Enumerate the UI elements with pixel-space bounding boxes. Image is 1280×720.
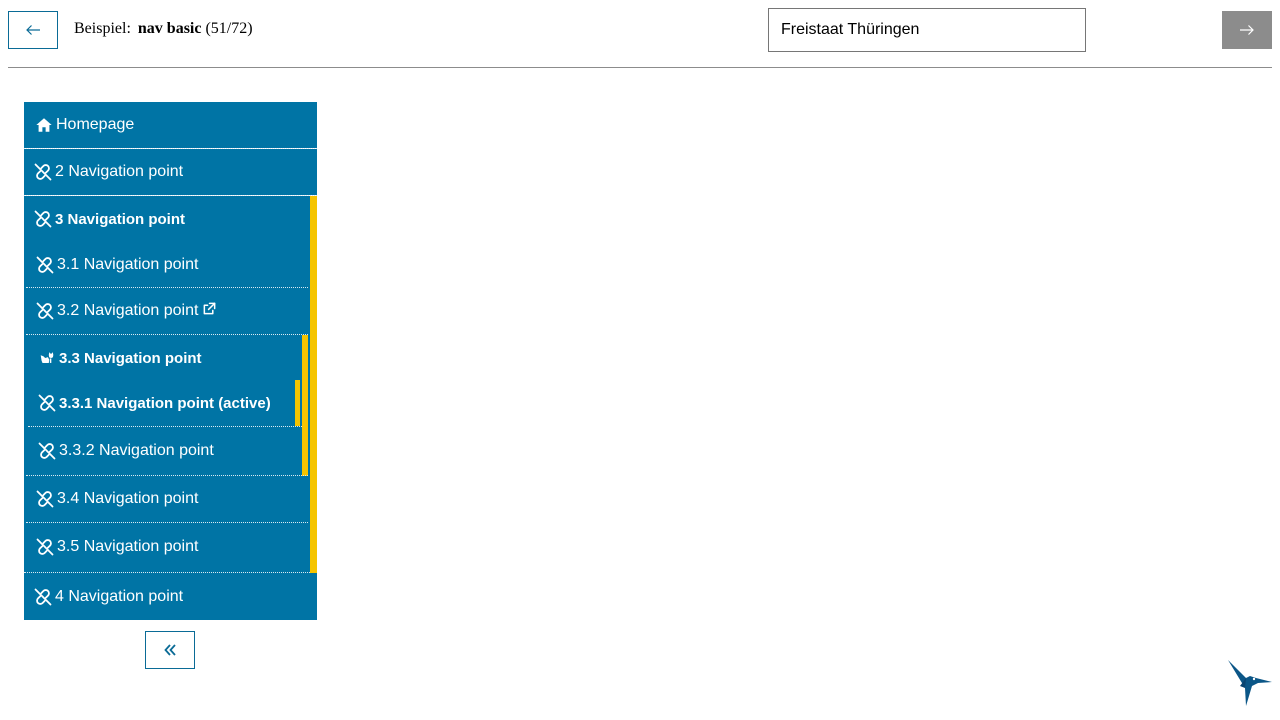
link-slash-icon	[33, 209, 53, 229]
link-slash-icon	[33, 587, 53, 607]
nav-item-4[interactable]: 4 Navigation point	[24, 573, 317, 620]
nav-item-3-4[interactable]: 3.4 Navigation point	[26, 476, 308, 522]
collapse-navigation-button[interactable]	[145, 631, 195, 669]
external-link-icon	[202, 307, 217, 316]
nav-item-3[interactable]: 3 Navigation point	[24, 196, 310, 242]
nav-separator	[26, 287, 308, 288]
nav-separator	[24, 148, 317, 149]
double-chevron-left-icon	[162, 643, 178, 657]
example-count: (51/72)	[205, 20, 253, 37]
nav-item-3-3[interactable]: 3.3 Navigation point	[28, 335, 302, 381]
nav-item-label: 3.2 Navigation point	[57, 302, 199, 319]
top-bar: Beispiel: nav basic (51/72) Freistaat Thü…	[0, 0, 1280, 68]
nav-item-label: 3.1 Navigation point	[57, 255, 199, 273]
nav-separator	[24, 572, 310, 573]
nav-item-label: 3.3.2 Navigation point	[59, 442, 214, 459]
header-divider	[8, 67, 1272, 68]
nav-item-label: 3 Navigation point	[55, 210, 186, 228]
link-slash-icon	[35, 537, 55, 557]
active-indicator-level1	[310, 196, 317, 573]
theme-select-value: Freistaat Thüringen	[781, 21, 920, 38]
nav-item-label: 4 Navigation point	[55, 587, 184, 605]
nav-item-3-2[interactable]: 3.2 Navigation point	[26, 288, 308, 334]
nav-item-label: 3.5 Navigation point	[57, 538, 199, 555]
theme-select[interactable]: Freistaat Thüringen	[768, 8, 1086, 52]
next-example-button[interactable]	[1222, 11, 1272, 49]
nav-item-2[interactable]: 2 Navigation point	[24, 149, 317, 195]
nav-item-label: 2 Navigation point	[55, 163, 184, 180]
link-slash-icon	[35, 301, 55, 321]
active-indicator-level2	[302, 335, 308, 476]
example-prefix: Beispiel:	[74, 20, 131, 37]
nav-item-homepage[interactable]: Homepage	[24, 102, 317, 148]
arrow-right-icon	[1239, 24, 1255, 36]
nav-separator	[26, 475, 308, 476]
nav-separator	[26, 522, 308, 523]
example-label: Beispiel: nav basic (51/72)	[74, 20, 253, 38]
arrow-left-icon	[25, 24, 41, 36]
previous-example-button[interactable]	[8, 11, 58, 49]
nav-separator	[28, 426, 302, 427]
link-slash-icon	[35, 489, 55, 509]
nav-separator	[24, 195, 317, 196]
home-icon	[34, 115, 54, 135]
link-slash-icon	[33, 162, 53, 182]
nav-item-3-1[interactable]: 3.1 Navigation point	[26, 242, 308, 287]
link-slash-icon	[37, 393, 57, 413]
nav-separator	[26, 334, 308, 335]
link-slash-icon	[37, 441, 57, 461]
example-name: nav basic	[137, 20, 202, 37]
hummingbird-logo-icon	[1226, 656, 1276, 708]
nav-item-3-3-2[interactable]: 3.3.2 Navigation point	[28, 427, 302, 475]
nav-item-label: 3.3.1 Navigation point (active)	[59, 394, 271, 412]
nav-item-3-3-1-active[interactable]: 3.3.1 Navigation point (active)	[30, 380, 294, 426]
nav-item-3-5[interactable]: 3.5 Navigation point	[26, 523, 308, 571]
nav-item-label: 3.4 Navigation point	[57, 490, 199, 507]
link-slash-icon	[35, 255, 55, 275]
nav-item-label: Homepage	[56, 116, 135, 133]
active-indicator-level3	[295, 380, 300, 426]
nav-item-label: 3.3 Navigation point	[59, 349, 202, 367]
cat-icon	[37, 348, 57, 368]
